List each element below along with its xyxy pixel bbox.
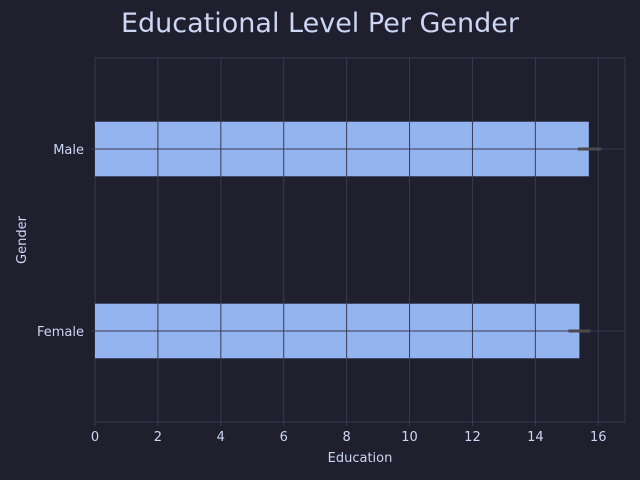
x-tick-label: 2: [154, 430, 162, 445]
x-tick-label: 0: [91, 430, 99, 445]
x-tick-label: 12: [464, 430, 481, 445]
plot-area: 0 2 4 6 8 10 12 14 16 Male Female: [37, 57, 626, 445]
x-axis-label: Education: [328, 451, 393, 466]
y-axis-label: Gender: [15, 215, 30, 264]
y-tick-label-female: Female: [37, 325, 84, 340]
y-tick-label-male: Male: [53, 143, 84, 158]
x-tick-label: 8: [342, 430, 350, 445]
plot-frame: [94, 57, 626, 423]
x-tick-label: 6: [280, 430, 288, 445]
chart-title: Educational Level Per Gender: [121, 8, 520, 39]
x-tick-label: 4: [217, 430, 225, 445]
x-tick-label: 16: [590, 430, 607, 445]
x-tick-label: 14: [527, 430, 544, 445]
x-tick-label: 10: [401, 430, 418, 445]
